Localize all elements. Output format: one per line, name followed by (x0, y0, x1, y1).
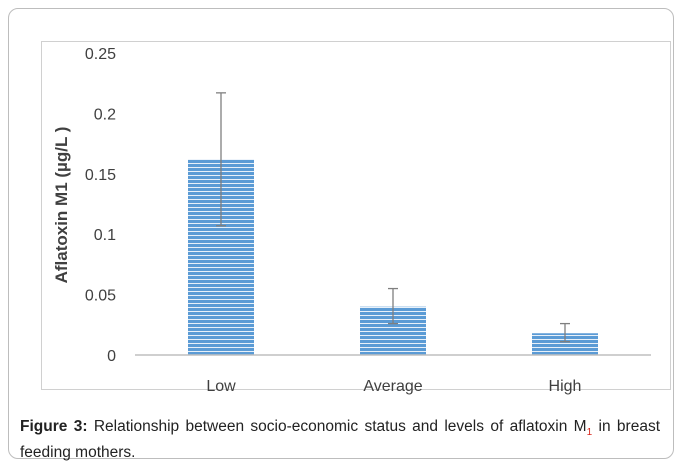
caption-subscript: 1 (586, 427, 593, 439)
y-axis-title: Aflatoxin M1 (µg/L ) (52, 127, 71, 284)
y-tick-label: 0.25 (85, 46, 116, 63)
y-tick-label: 0 (107, 348, 116, 365)
caption-label: Figure 3: (20, 418, 88, 435)
chart-area-border (41, 41, 671, 390)
caption-text: Relationship between socio-economic stat… (87, 418, 587, 435)
y-tick-label: 0.2 (94, 106, 116, 123)
bars (188, 159, 598, 355)
figure-frame (8, 8, 674, 459)
error-bars (216, 92, 570, 343)
x-tick-label: High (549, 378, 582, 395)
y-tick-label: 0.1 (94, 227, 116, 244)
x-tick-label: Low (206, 378, 236, 395)
bar-chart: 0 0.05 0.1 0.15 0.2 0.25 Low Average High Aflat… (52, 46, 651, 395)
caption-text-end: in breast feeding mothers. (20, 418, 661, 462)
x-tick-label: Average (363, 378, 422, 395)
bar-high (532, 333, 598, 355)
x-axis-labels: Low Average High (206, 378, 581, 395)
figure-caption: Figure 3: Relationship between socio-eco… (20, 417, 660, 463)
y-tick-label: 0.05 (85, 288, 116, 305)
y-tick-label: 0.15 (85, 167, 116, 184)
y-axis-ticks: 0 0.05 0.1 0.15 0.2 0.25 (85, 46, 116, 365)
